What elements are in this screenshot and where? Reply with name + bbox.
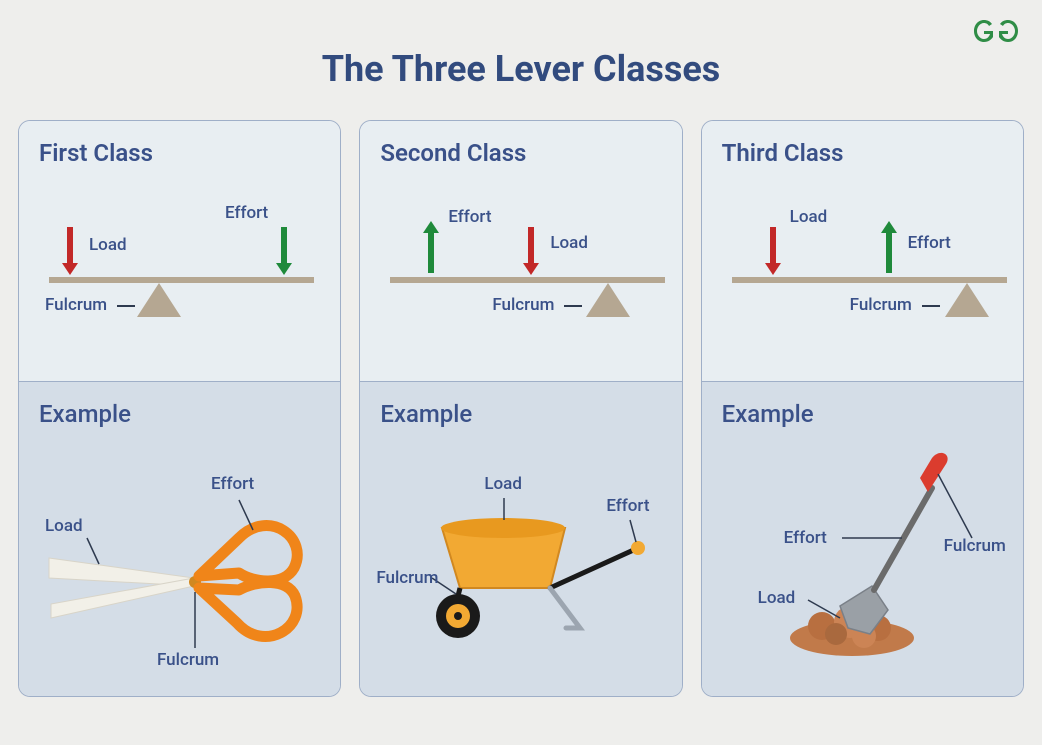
fulcrum-icon: [945, 283, 989, 317]
ex-effort-label: Effort: [784, 528, 827, 548]
fulcrum-icon: [586, 283, 630, 317]
example-wheelbarrow: Load Effort Fulcrum: [380, 428, 661, 678]
wheelbarrow-icon: [380, 428, 670, 658]
effort-arrow-icon: [880, 221, 898, 273]
page-title: The Three Lever Classes: [0, 0, 1042, 120]
leader-line: [922, 305, 940, 307]
panel-top: Second Class Effort Load Fulcrum: [360, 121, 681, 381]
effort-arrow-icon: [422, 221, 440, 273]
panel-bottom: Example Load Effor: [19, 381, 340, 696]
panel-heading: Third Class: [722, 139, 1003, 167]
ex-fulcrum-label: Fulcrum: [944, 536, 1006, 556]
load-arrow-icon: [764, 225, 782, 275]
load-label: Load: [89, 235, 127, 255]
fulcrum-label: Fulcrum: [492, 295, 554, 315]
panel-bottom: Example: [702, 381, 1023, 696]
panel-second-class: Second Class Effort Load Fulcrum: [359, 120, 682, 697]
lever-bar: [49, 277, 314, 283]
effort-label: Effort: [908, 233, 951, 253]
panel-bottom: Example: [360, 381, 681, 696]
scissors-icon: [39, 428, 329, 658]
load-label: Load: [790, 207, 828, 227]
gfg-logo-icon: [972, 18, 1020, 48]
fulcrum-icon: [137, 283, 181, 317]
load-arrow-icon: [61, 225, 79, 275]
ex-load-label: Load: [484, 474, 522, 494]
example-heading: Example: [380, 400, 661, 428]
example-scissors: Load Effort Fulcrum: [39, 428, 320, 678]
ex-effort-label: Effort: [211, 474, 254, 494]
panel-top: First Class Load Effort Fulcrum: [19, 121, 340, 381]
ex-fulcrum-label: Fulcrum: [376, 568, 438, 588]
fulcrum-label: Fulcrum: [45, 295, 107, 315]
panel-top: Third Class Load Effort Fulcrum: [702, 121, 1023, 381]
lever-diagram: Load Effort Fulcrum: [722, 177, 1003, 357]
ex-load-label: Load: [45, 516, 83, 536]
load-label: Load: [550, 233, 588, 253]
example-heading: Example: [39, 400, 320, 428]
panel-heading: First Class: [39, 139, 320, 167]
load-arrow-icon: [522, 225, 540, 275]
fulcrum-label: Fulcrum: [850, 295, 912, 315]
example-shovel: Effort Fulcrum Load: [722, 428, 1003, 678]
panels-grid: First Class Load Effort Fulcrum: [0, 120, 1042, 697]
panel-heading: Second Class: [380, 139, 661, 167]
example-heading: Example: [722, 400, 1003, 428]
ex-effort-label: Effort: [606, 496, 649, 516]
ex-load-label: Load: [758, 588, 796, 608]
effort-arrow-icon: [275, 225, 293, 275]
lever-diagram: Effort Load Fulcrum: [380, 177, 661, 357]
panel-first-class: First Class Load Effort Fulcrum: [18, 120, 341, 697]
panel-third-class: Third Class Load Effort Fulcrum: [701, 120, 1024, 697]
leader-line: [117, 305, 135, 307]
effort-label: Effort: [448, 207, 491, 227]
ex-fulcrum-label: Fulcrum: [157, 650, 219, 670]
effort-label: Effort: [225, 203, 268, 223]
leader-line: [564, 305, 582, 307]
lever-diagram: Load Effort Fulcrum: [39, 177, 320, 357]
